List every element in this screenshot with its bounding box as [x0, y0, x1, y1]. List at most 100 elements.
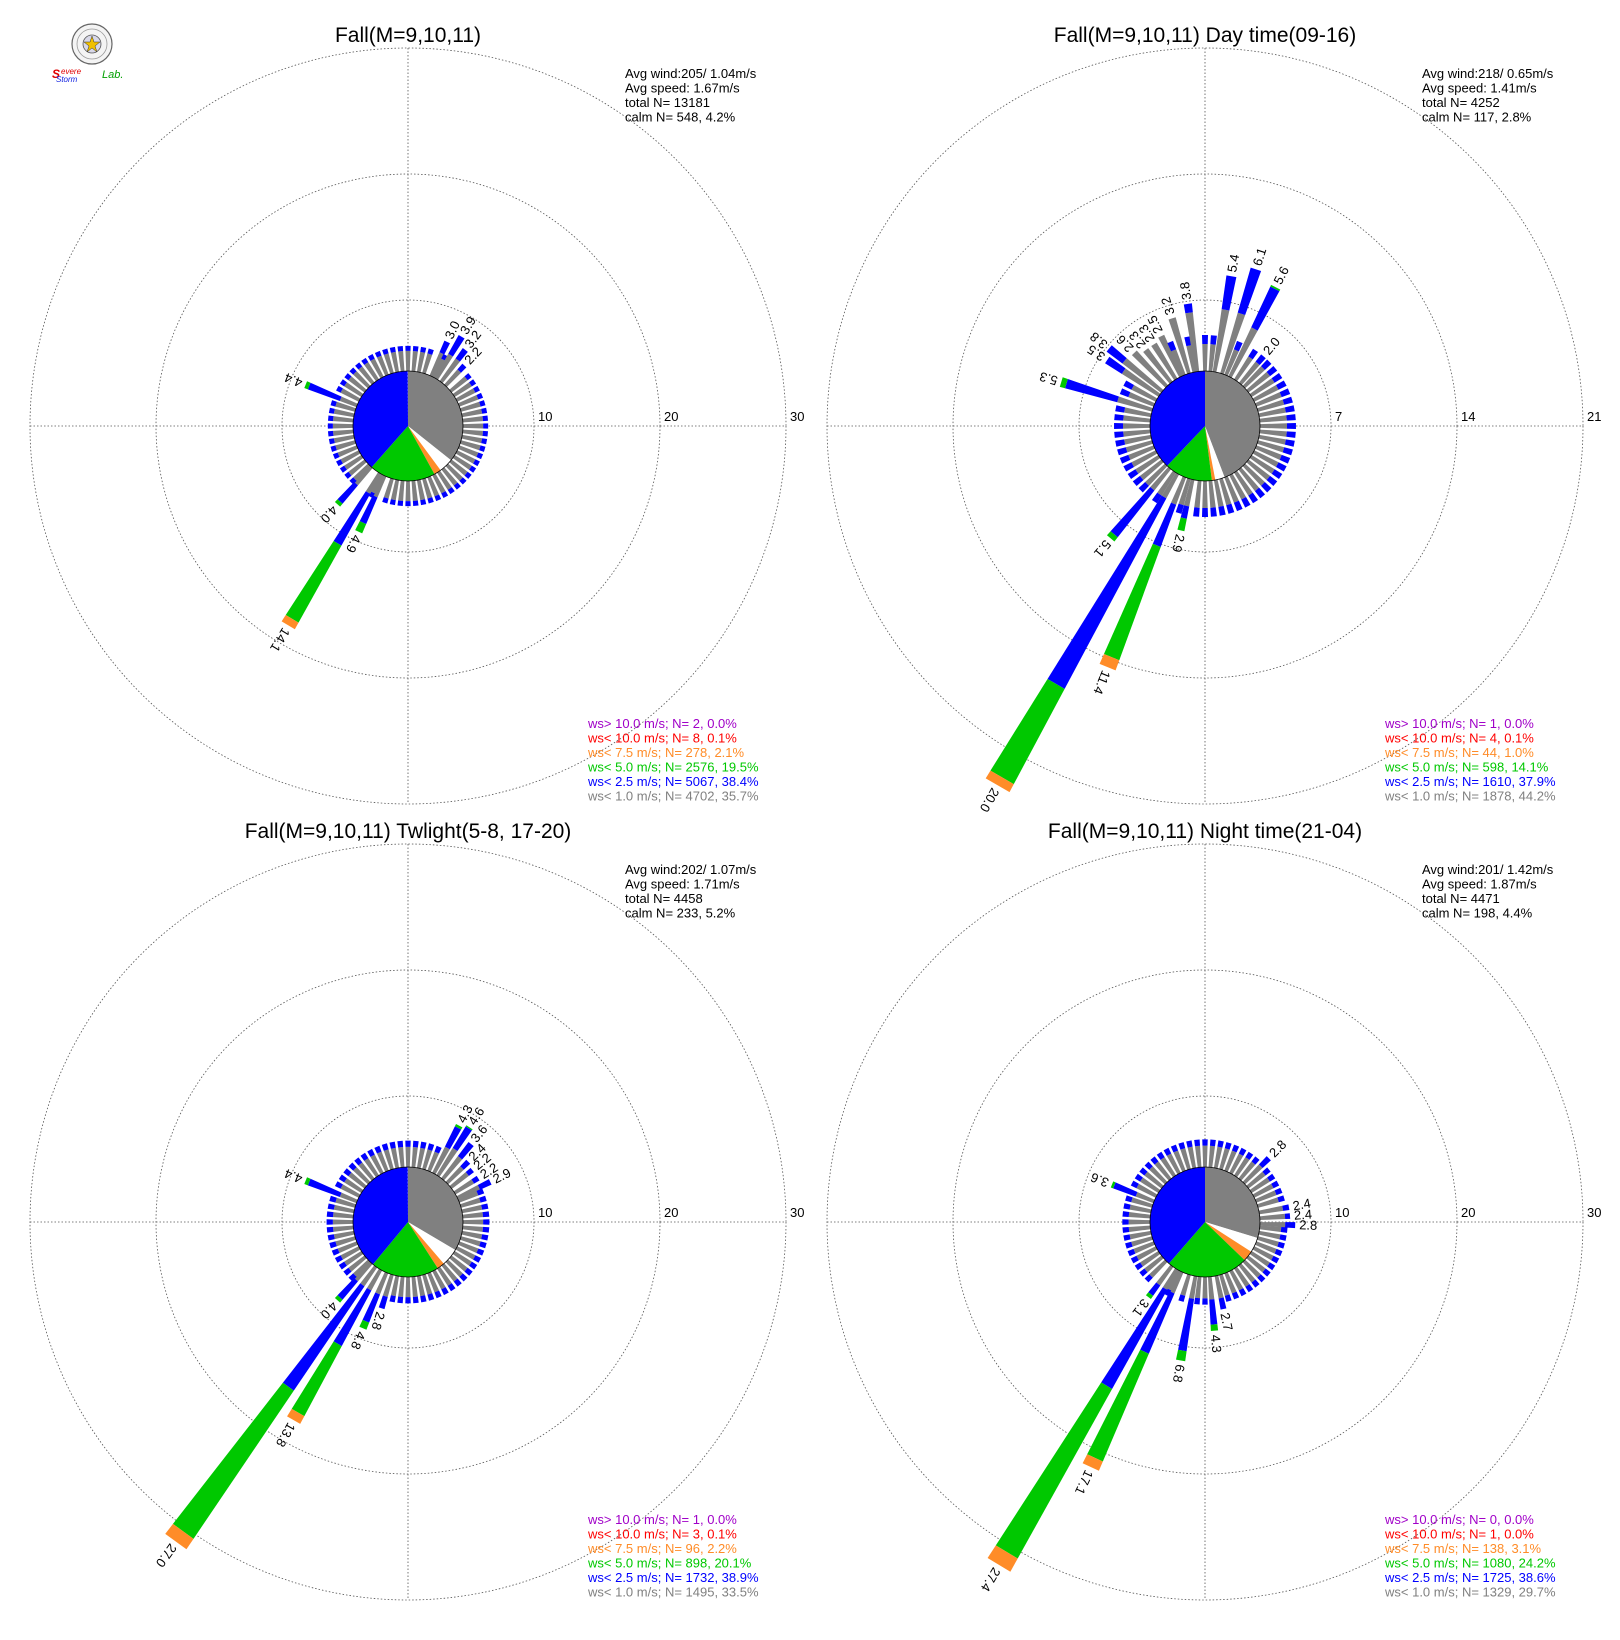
bar-label: 14.1	[267, 625, 293, 654]
bar-segment-blue	[1279, 388, 1291, 398]
bar-segment-gray	[354, 465, 373, 486]
bar-segment-blue	[1231, 1291, 1240, 1300]
bar-segment-gray	[372, 475, 387, 498]
bar-segment-blue	[327, 430, 334, 437]
bar-segment-blue	[1224, 1142, 1232, 1150]
pie-slice-calm	[1205, 1222, 1258, 1252]
pie-slice-ws_lt_2_5	[1150, 1167, 1205, 1264]
bar-segment-gray	[1249, 455, 1275, 474]
bar-segment-blue	[420, 499, 427, 506]
bar-segment-gray	[1258, 434, 1286, 445]
bar-segment-gray	[1255, 445, 1282, 460]
bar-segment-blue	[460, 1159, 471, 1170]
bar-segment-gray	[1145, 463, 1168, 486]
bar-segment-blue	[330, 445, 337, 452]
stats-line: Avg wind:205/ 1.04m/s	[625, 66, 757, 81]
bar-segment-gray	[1188, 1275, 1198, 1299]
bar-segment-green	[334, 1295, 343, 1303]
bar-segment-gray	[444, 369, 462, 388]
pie-slice-ws_lt_2_5	[1150, 371, 1205, 466]
bar-segment-blue	[1178, 1294, 1186, 1302]
bar-segment-gray	[348, 1255, 367, 1272]
bar-segment-blue	[1119, 388, 1131, 398]
bar-segment-gray	[332, 1212, 354, 1219]
bar-segment-gray	[1213, 1146, 1223, 1169]
bar-segment-blue	[378, 1295, 388, 1310]
ring-label: 20	[664, 409, 678, 424]
bar-segment-blue	[327, 423, 333, 429]
bar-segment-gray	[452, 382, 472, 397]
bar-label: 3.0	[442, 319, 463, 342]
bar-segment-gray	[416, 1275, 426, 1297]
bar-segment-blue	[1254, 487, 1266, 499]
bar-segment-gray	[460, 440, 481, 451]
bar-segment-gray	[1144, 1171, 1164, 1189]
bar-segment-blue	[441, 1287, 449, 1296]
bar-segment-blue	[453, 482, 461, 490]
bar-segment-blue	[1284, 1213, 1291, 1220]
bar-segment-gray	[453, 1179, 475, 1195]
bar-segment-blue	[444, 1126, 462, 1150]
bar-segment-gray	[1212, 309, 1230, 373]
bar-segment-blue	[479, 1195, 487, 1203]
pie-slice-ws_lt_7_5	[408, 1222, 444, 1269]
bar-segment-blue	[447, 1283, 456, 1292]
bar-segment-gray	[405, 1146, 411, 1168]
bar-segment-gray	[337, 445, 358, 458]
stats-line: calm N= 117, 2.8%	[1422, 110, 1532, 125]
bar-segment-blue	[1132, 475, 1144, 487]
pie-slice-ws_lt_1	[1205, 1167, 1260, 1239]
bar-segment-green	[1110, 1181, 1116, 1189]
bar-segment-blue	[1285, 1222, 1296, 1229]
bar-segment-blue	[1123, 380, 1135, 390]
bar-segment-green	[355, 521, 367, 534]
pie-outline	[352, 370, 464, 482]
bar-segment-gray	[1131, 384, 1158, 402]
pie-slice-calm	[1205, 426, 1225, 481]
bar-segment-blue	[1175, 503, 1184, 514]
pie-slice-ws_lt_2_5	[353, 1167, 408, 1265]
bar-segment-blue	[473, 1255, 482, 1263]
pie-slice-ws_lt_5	[1167, 426, 1212, 481]
legend-entry: ws< 1.0 m/s; N= 1495, 33.5%	[587, 1585, 759, 1600]
bar-segment-gray	[1136, 1246, 1158, 1261]
bar-segment-blue	[1186, 1140, 1193, 1148]
bar-segment-blue	[1275, 380, 1287, 390]
legend-entry: ws< 2.5 m/s; N= 5067, 38.4%	[587, 774, 759, 789]
bar-segment-blue	[1130, 1255, 1139, 1264]
bar-segment-gray	[462, 1225, 484, 1232]
bar-segment-gray	[1194, 1145, 1202, 1168]
bar-segment-blue	[331, 1248, 340, 1256]
bar-segment-blue	[1248, 348, 1259, 360]
svg-text:evere: evere	[61, 67, 82, 76]
bar-segment-green	[334, 499, 343, 507]
bar-segment-gray	[358, 366, 375, 385]
bar-segment-blue	[1180, 505, 1190, 519]
bar-segment-gray	[1135, 455, 1161, 474]
bar-segment-blue	[355, 362, 363, 370]
bar-segment-gray	[344, 455, 364, 470]
bar-segment-blue	[327, 1203, 335, 1210]
bar-segment-gray	[1166, 1269, 1181, 1291]
pie-outline	[1149, 370, 1261, 482]
stats-line: Avg speed: 1.71m/s	[625, 877, 740, 892]
bar-segment-blue	[343, 1267, 352, 1276]
ring-label: 21	[1587, 409, 1601, 424]
bar-segment-green	[1103, 543, 1161, 661]
bar-segment-blue	[1262, 1268, 1271, 1277]
ring-label: 10	[538, 409, 552, 424]
bar-segment-gray	[1135, 1192, 1155, 1204]
bar-segment-gray	[1249, 1251, 1270, 1267]
bar-segment-gray	[1180, 1148, 1191, 1170]
bar-segment-blue	[427, 1143, 435, 1151]
bar-segment-blue	[1238, 1288, 1247, 1297]
bar-segment-blue	[1117, 447, 1128, 456]
bar-segment-blue	[1115, 439, 1126, 447]
pie-slice-calm	[408, 1222, 456, 1264]
chart-title: Fall(M=9,10,11) Night time(21-04)	[1048, 820, 1362, 843]
bar-segment-gray	[1202, 1145, 1208, 1168]
bar-segment-gray	[1255, 392, 1282, 407]
bar-segment-gray	[1131, 1197, 1153, 1208]
bar-label: 2.2	[461, 344, 484, 367]
bar-segment-blue	[482, 430, 489, 437]
